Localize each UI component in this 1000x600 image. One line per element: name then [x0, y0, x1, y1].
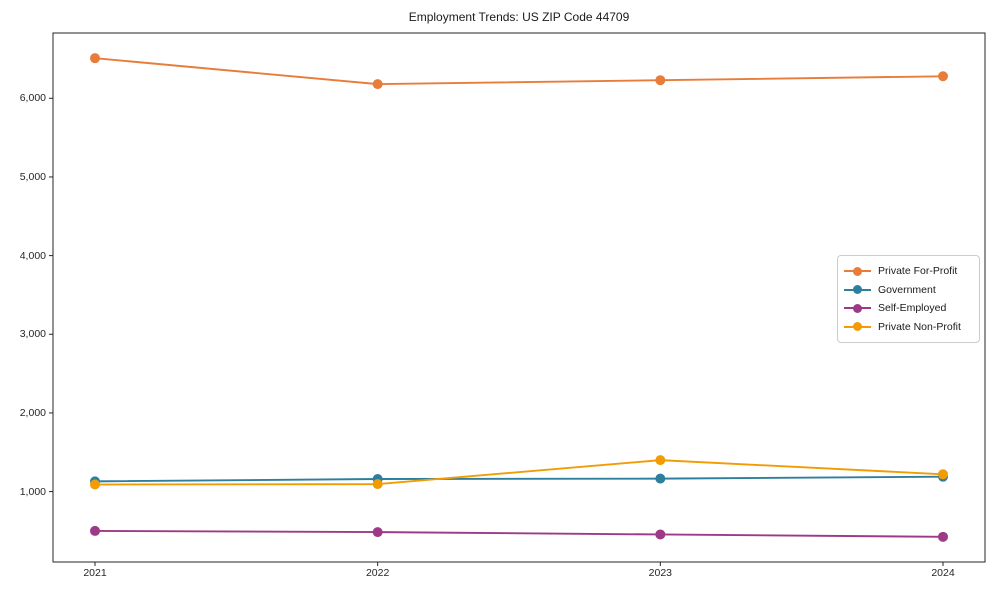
- legend-label: Self-Employed: [878, 302, 947, 315]
- legend-label: Private For-Profit: [878, 265, 958, 278]
- y-tick-label: 6,000: [19, 92, 46, 105]
- x-tick-label: 2023: [648, 567, 672, 579]
- y-tick-label: 4,000: [19, 249, 46, 262]
- axes-frame: [52, 32, 986, 563]
- legend-label: Private Non-Profit: [878, 320, 961, 333]
- y-tick-label: 1,000: [19, 485, 46, 498]
- data-point: [90, 479, 100, 490]
- data-point: [372, 479, 383, 490]
- series-line-private-non-profit: [94, 459, 944, 486]
- legend-label: Government: [878, 283, 936, 296]
- y-tick-label: 5,000: [19, 170, 46, 183]
- data-point: [90, 525, 100, 536]
- data-point: [938, 469, 948, 480]
- legend-line-dot-icon: [844, 266, 871, 276]
- data-point: [938, 531, 948, 542]
- data-point: [372, 527, 383, 538]
- y-tick-label: 3,000: [19, 328, 46, 341]
- data-point: [655, 529, 666, 540]
- legend-line-dot-icon: [844, 285, 871, 295]
- chart-title: Employment Trends: US ZIP Code 44709: [408, 10, 630, 24]
- legend-item: Government: [844, 281, 971, 300]
- data-point: [655, 75, 666, 86]
- data-point: [938, 71, 948, 82]
- data-point: [90, 53, 100, 64]
- legend-item: Self-Employed: [844, 299, 971, 318]
- y-tick-label: 2,000: [19, 406, 46, 419]
- data-point: [372, 79, 383, 90]
- x-tick-label: 2021: [83, 567, 107, 579]
- legend-box: Private For-Profit Government Self-Employe…: [837, 255, 980, 343]
- legend-item: Private Non-Profit: [844, 318, 971, 337]
- x-tick-label: 2024: [931, 567, 955, 579]
- legend-item: Private For-Profit: [844, 262, 971, 281]
- legend-line-dot-icon: [844, 322, 871, 332]
- x-tick-label: 2022: [365, 567, 390, 579]
- data-point: [655, 473, 666, 484]
- series-line-self-employed: [94, 529, 944, 538]
- data-point: [655, 455, 666, 466]
- series-line-private-for-profit: [94, 57, 944, 86]
- series-line-government: [94, 475, 944, 483]
- legend-line-dot-icon: [844, 303, 871, 313]
